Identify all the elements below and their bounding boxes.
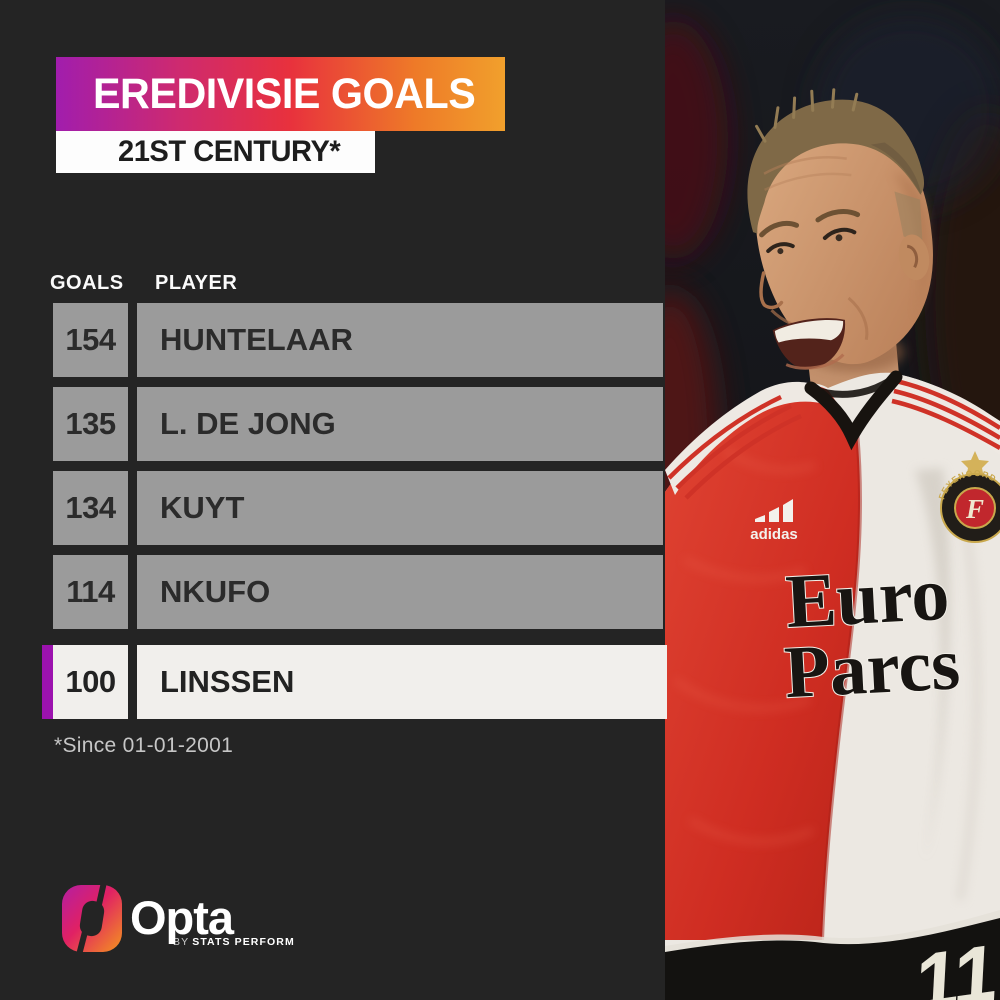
adidas-logo: adidas xyxy=(750,499,798,543)
stats-table-rows: 154 HUNTELAAR 135 L. DE JONG 134 KUYT 11… xyxy=(42,303,667,729)
goals-column-header: GOALS xyxy=(50,272,124,294)
sponsor-line2: Parcs xyxy=(783,623,962,714)
player-hair xyxy=(747,99,925,234)
player-cell: HUNTELAAR xyxy=(137,303,663,377)
goals-cell: 154 xyxy=(53,303,128,377)
opta-byline-prefix: BY xyxy=(173,936,190,948)
cell-gap xyxy=(128,303,137,377)
player-photo-illustration: adidas FEYENOORD · ROTTERDAM F Euro Parc… xyxy=(618,0,1000,1000)
table-row: 135 L. DE JONG xyxy=(53,387,663,461)
table-row: 114 NKUFO xyxy=(53,555,663,629)
player-cell: LINSSEN xyxy=(137,645,667,719)
table-row: 100 LINSSEN xyxy=(42,645,667,719)
jersey-red-panel xyxy=(665,385,861,941)
table-row: 154 HUNTELAAR xyxy=(53,303,663,377)
opta-byline-text: STATS PERFORM xyxy=(192,936,295,948)
player-head xyxy=(747,88,933,370)
cell-gap xyxy=(128,471,137,545)
sponsor-line1: Euro xyxy=(784,552,952,644)
cell-gap xyxy=(128,387,137,461)
title-banner: EREDIVISIE GOALS xyxy=(56,57,505,131)
highlight-accent-bar xyxy=(42,645,53,719)
goals-cell: 135 xyxy=(53,387,128,461)
opta-byline: BY STATS PERFORM xyxy=(173,936,295,948)
page-subtitle: 21ST CENTURY* xyxy=(118,135,341,168)
subtitle-banner: 21ST CENTURY* xyxy=(56,131,375,173)
table-row: 134 KUYT xyxy=(53,471,663,545)
opta-logo-icon xyxy=(62,885,122,952)
footnote: *Since 01-01-2001 xyxy=(54,734,234,757)
cell-gap xyxy=(128,555,137,629)
cell-gap xyxy=(128,645,137,719)
opta-wordmark: Opta xyxy=(130,891,234,944)
shirt-number: 11 xyxy=(908,928,1000,1000)
player-cell: L. DE JONG xyxy=(137,387,663,461)
player-cell: KUYT xyxy=(137,471,663,545)
goals-cell: 134 xyxy=(53,471,128,545)
goals-cell: 100 xyxy=(53,645,128,719)
player-shorts xyxy=(665,918,1000,1000)
player-photo: adidas FEYENOORD · ROTTERDAM F Euro Parc… xyxy=(618,0,1000,1000)
goals-cell: 114 xyxy=(53,555,128,629)
jersey-collar xyxy=(804,370,903,451)
player-column-header: PLAYER xyxy=(155,272,238,294)
adidas-wordmark: adidas xyxy=(750,526,798,543)
player-cell: NKUFO xyxy=(137,555,663,629)
stats-table-header: GOALS PLAYER xyxy=(50,272,650,296)
jersey-sponsor: Euro Parcs xyxy=(782,551,963,716)
page-title: EREDIVISIE GOALS xyxy=(93,69,476,118)
crest-letter: F xyxy=(965,494,984,524)
